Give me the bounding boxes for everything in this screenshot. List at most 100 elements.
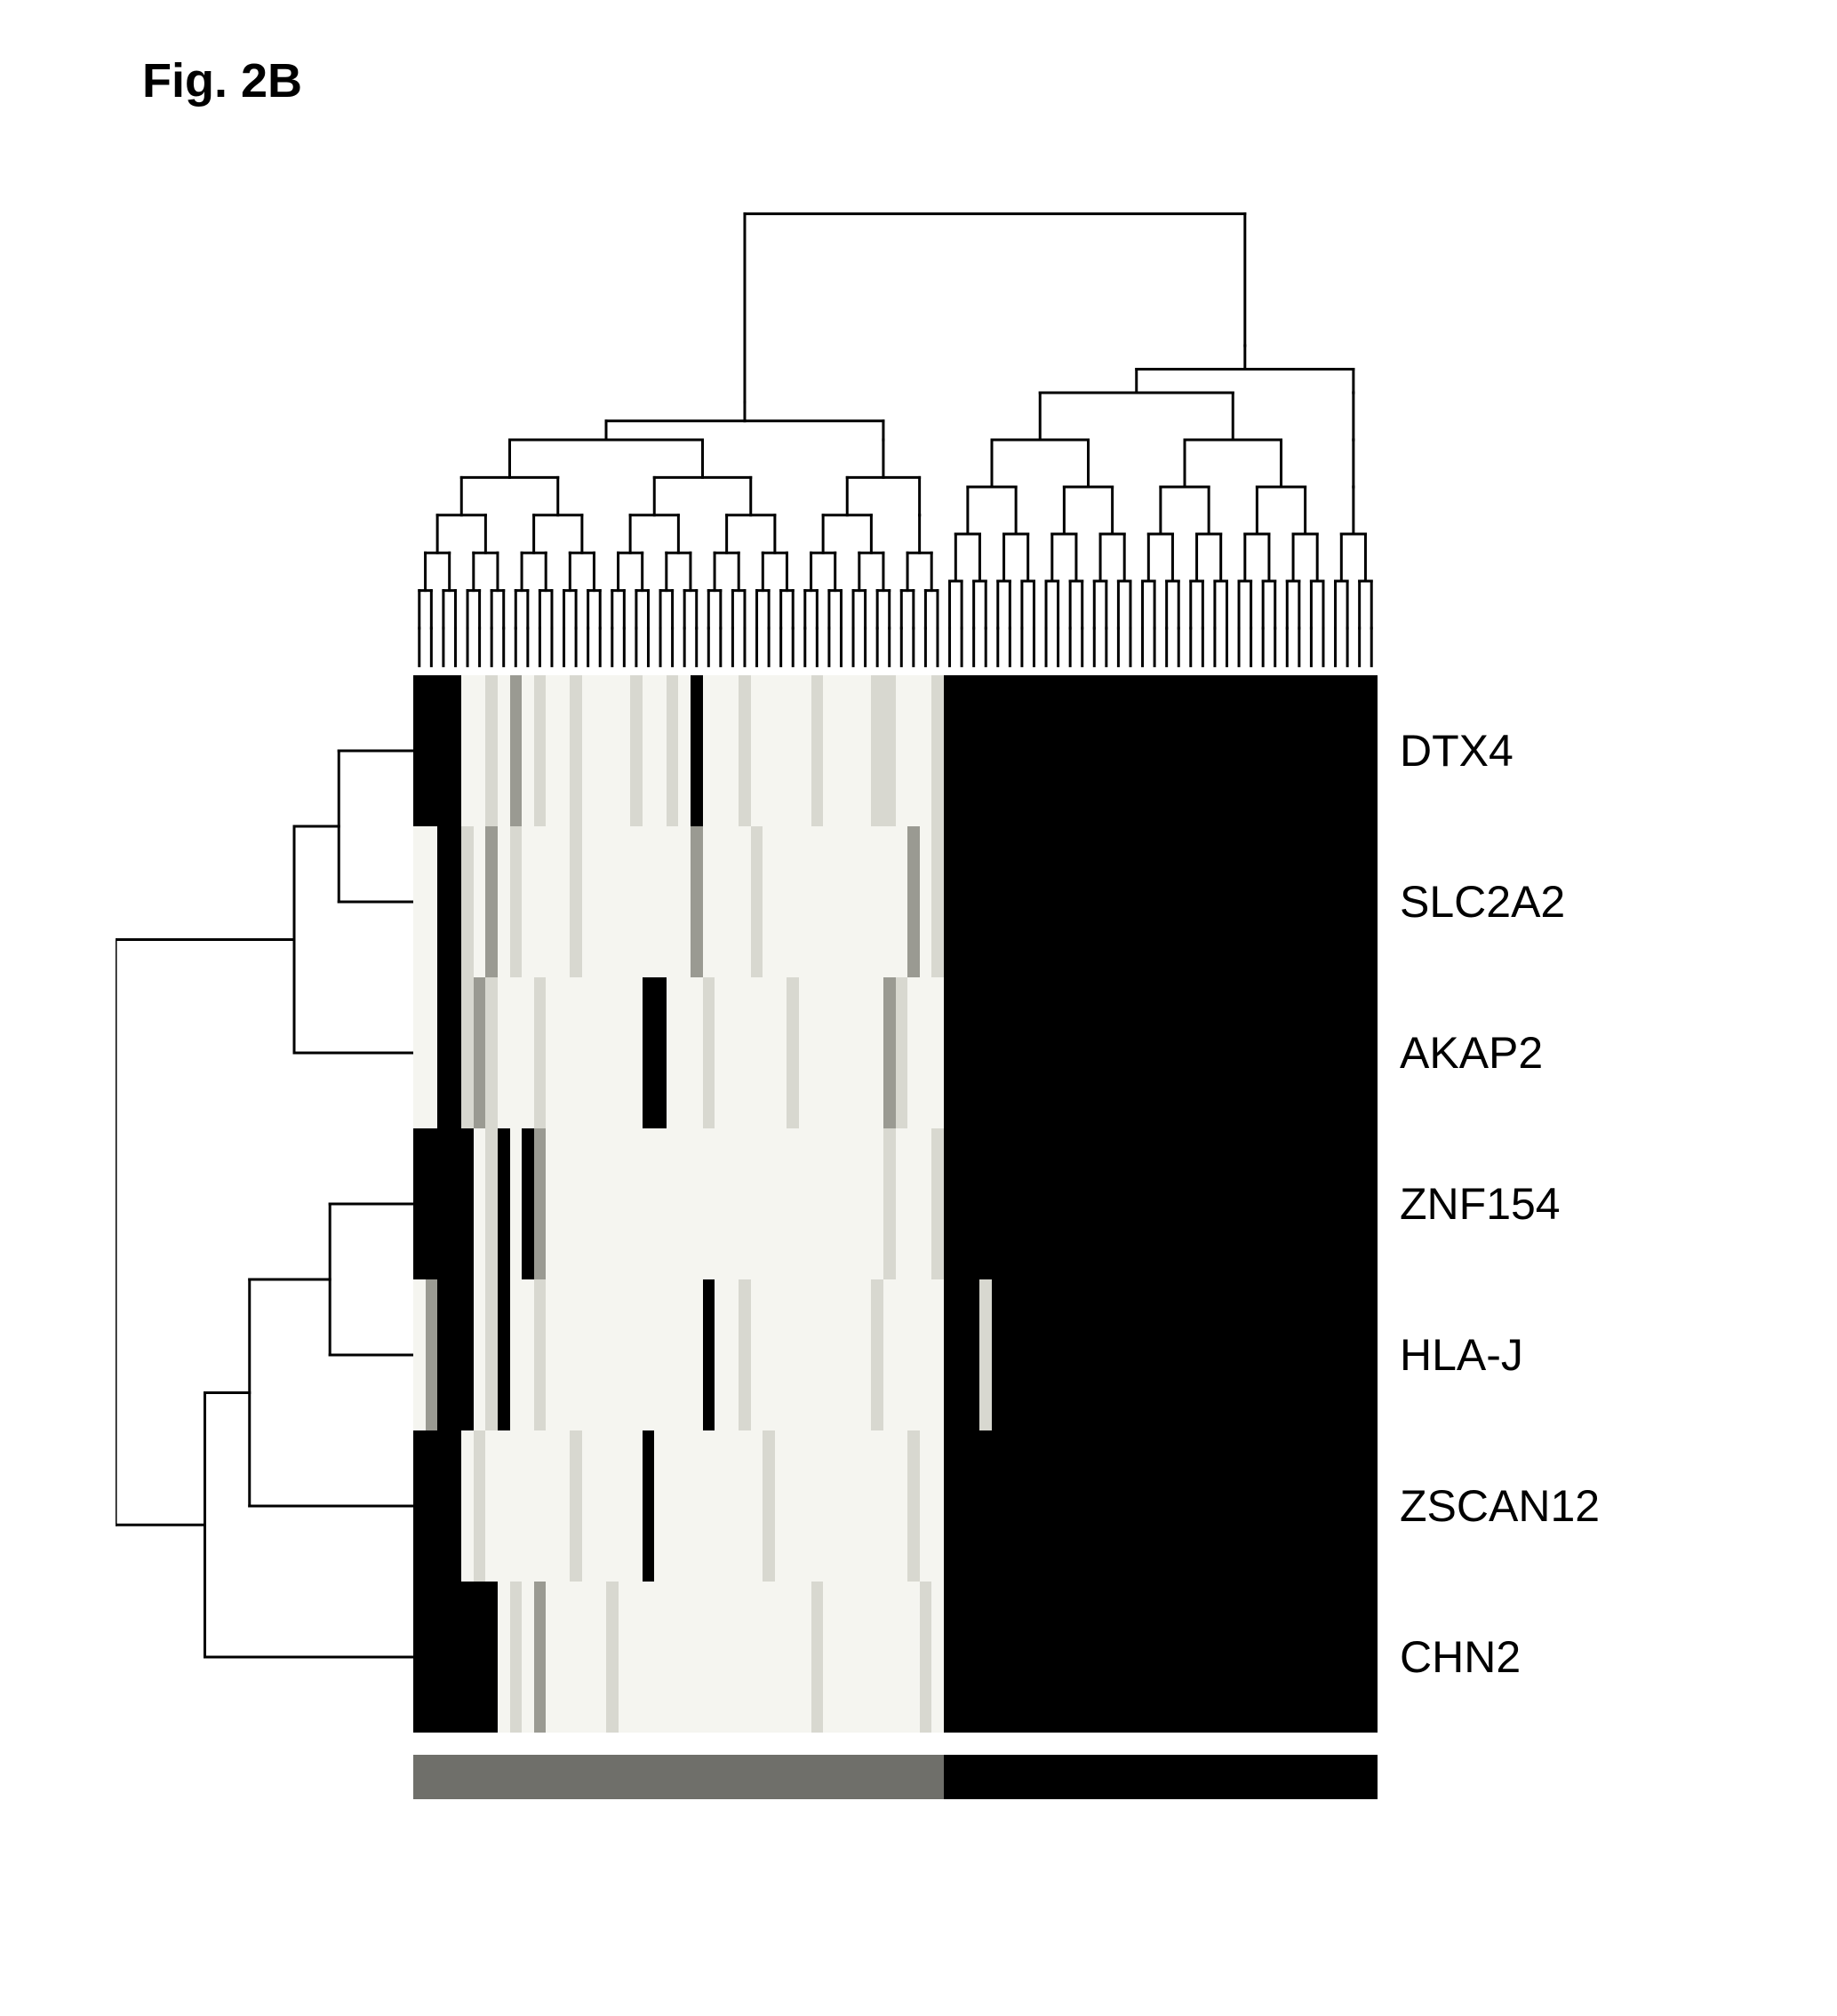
heatmap-cell bbox=[1209, 1430, 1221, 1582]
heatmap-cell bbox=[594, 675, 606, 826]
heatmap-cell bbox=[413, 675, 426, 826]
heatmap-cell bbox=[847, 977, 859, 1128]
heatmap-cell bbox=[775, 1128, 787, 1279]
heatmap-cell bbox=[1161, 1279, 1173, 1430]
heatmap-cell bbox=[1089, 1128, 1101, 1279]
heatmap-cell bbox=[1269, 1582, 1282, 1733]
heatmap-cell bbox=[643, 1582, 655, 1733]
heatmap-cell bbox=[1064, 675, 1076, 826]
heatmap-cell bbox=[896, 826, 908, 977]
heatmap-cell bbox=[1341, 1430, 1354, 1582]
heatmap-cell bbox=[558, 1430, 571, 1582]
heatmap-cell bbox=[1306, 1582, 1318, 1733]
heatmap-cell bbox=[1221, 977, 1234, 1128]
heatmap-cell bbox=[1064, 1279, 1076, 1430]
heatmap-cell bbox=[1330, 977, 1342, 1128]
heatmap-cell bbox=[896, 977, 908, 1128]
heatmap-cell bbox=[619, 1582, 631, 1733]
heatmap-cell bbox=[1089, 826, 1101, 977]
heatmap-cell bbox=[1064, 1582, 1076, 1733]
heatmap-cell bbox=[667, 1128, 679, 1279]
heatmap-cell bbox=[1221, 826, 1234, 977]
row-label: SLC2A2 bbox=[1400, 826, 1720, 977]
heatmap-cell bbox=[1269, 1128, 1282, 1279]
heatmap-cell bbox=[1257, 1279, 1269, 1430]
heatmap-cell bbox=[847, 1582, 859, 1733]
heatmap-cell bbox=[715, 1128, 727, 1279]
heatmap-cell bbox=[1004, 826, 1017, 977]
heatmap-cell bbox=[727, 675, 739, 826]
heatmap-cell bbox=[715, 1430, 727, 1582]
heatmap-cell bbox=[799, 977, 811, 1128]
heatmap-cell bbox=[643, 1128, 655, 1279]
heatmap-cell bbox=[955, 826, 968, 977]
heatmap-cell bbox=[979, 1582, 992, 1733]
heatmap-cell bbox=[931, 977, 944, 1128]
row-label: ZSCAN12 bbox=[1400, 1430, 1720, 1582]
heatmap-cell bbox=[522, 1430, 534, 1582]
heatmap-cell bbox=[1293, 1279, 1306, 1430]
heatmap-cell bbox=[979, 977, 992, 1128]
heatmap-cell bbox=[1100, 1128, 1113, 1279]
heatmap-cell bbox=[1040, 1582, 1052, 1733]
heatmap-cell bbox=[606, 826, 619, 977]
heatmap-cell bbox=[1257, 826, 1269, 977]
heatmap-cell bbox=[907, 1430, 920, 1582]
heatmap-cell bbox=[799, 826, 811, 977]
heatmap-cell bbox=[883, 1582, 896, 1733]
heatmap-cell bbox=[907, 1582, 920, 1733]
heatmap-cell bbox=[1040, 977, 1052, 1128]
heatmap-cell bbox=[727, 1128, 739, 1279]
heatmap-cell bbox=[437, 1279, 450, 1430]
heatmap-cell bbox=[811, 826, 824, 977]
heatmap-cell bbox=[667, 826, 679, 977]
heatmap-cell bbox=[1161, 1430, 1173, 1582]
heatmap-cell bbox=[955, 1279, 968, 1430]
heatmap-cell bbox=[979, 1279, 992, 1430]
heatmap-cell bbox=[570, 675, 582, 826]
heatmap-cell bbox=[979, 826, 992, 977]
heatmap-cell bbox=[1197, 1279, 1210, 1430]
heatmap-cell bbox=[619, 675, 631, 826]
heatmap-cell bbox=[1269, 675, 1282, 826]
heatmap-cell bbox=[691, 1128, 703, 1279]
heatmap-cell bbox=[1317, 1582, 1330, 1733]
heatmap-cell bbox=[570, 1279, 582, 1430]
heatmap-cell bbox=[498, 1279, 510, 1430]
heatmap-cell bbox=[570, 1430, 582, 1582]
heatmap-cell bbox=[1354, 977, 1366, 1128]
heatmap-cell bbox=[1004, 1430, 1017, 1582]
heatmap-cell bbox=[1172, 826, 1185, 977]
heatmap-cell bbox=[1365, 1430, 1378, 1582]
heatmap-cell bbox=[546, 1279, 558, 1430]
heatmap-cell bbox=[871, 1582, 883, 1733]
row-label: AKAP2 bbox=[1400, 977, 1720, 1128]
heatmap-cell bbox=[426, 826, 438, 977]
heatmap-cell bbox=[546, 826, 558, 977]
heatmap-cell bbox=[1076, 1128, 1089, 1279]
heatmap-cell bbox=[654, 675, 667, 826]
heatmap-cell bbox=[1341, 977, 1354, 1128]
heatmap-cell bbox=[1028, 1128, 1041, 1279]
heatmap-cell bbox=[871, 1279, 883, 1430]
heatmap-row bbox=[413, 1430, 1378, 1582]
heatmap-cell bbox=[1113, 1582, 1125, 1733]
heatmap-cell bbox=[907, 675, 920, 826]
heatmap-cell bbox=[654, 1582, 667, 1733]
heatmap-cell bbox=[534, 826, 547, 977]
heatmap-cell bbox=[823, 1582, 835, 1733]
heatmap-cell bbox=[678, 675, 691, 826]
heatmap-cell bbox=[1233, 675, 1245, 826]
heatmap-cell bbox=[871, 1128, 883, 1279]
heatmap-cell bbox=[1365, 1128, 1378, 1279]
heatmap-cell bbox=[630, 675, 643, 826]
heatmap-cell bbox=[498, 977, 510, 1128]
heatmap-cell bbox=[920, 826, 932, 977]
heatmap-row bbox=[413, 1128, 1378, 1279]
heatmap-cell bbox=[667, 1279, 679, 1430]
heatmap-cell bbox=[1257, 1582, 1269, 1733]
heatmap-cell bbox=[594, 977, 606, 1128]
heatmap-cell bbox=[1076, 1279, 1089, 1430]
heatmap-cell bbox=[883, 1128, 896, 1279]
heatmap-cell bbox=[883, 1279, 896, 1430]
